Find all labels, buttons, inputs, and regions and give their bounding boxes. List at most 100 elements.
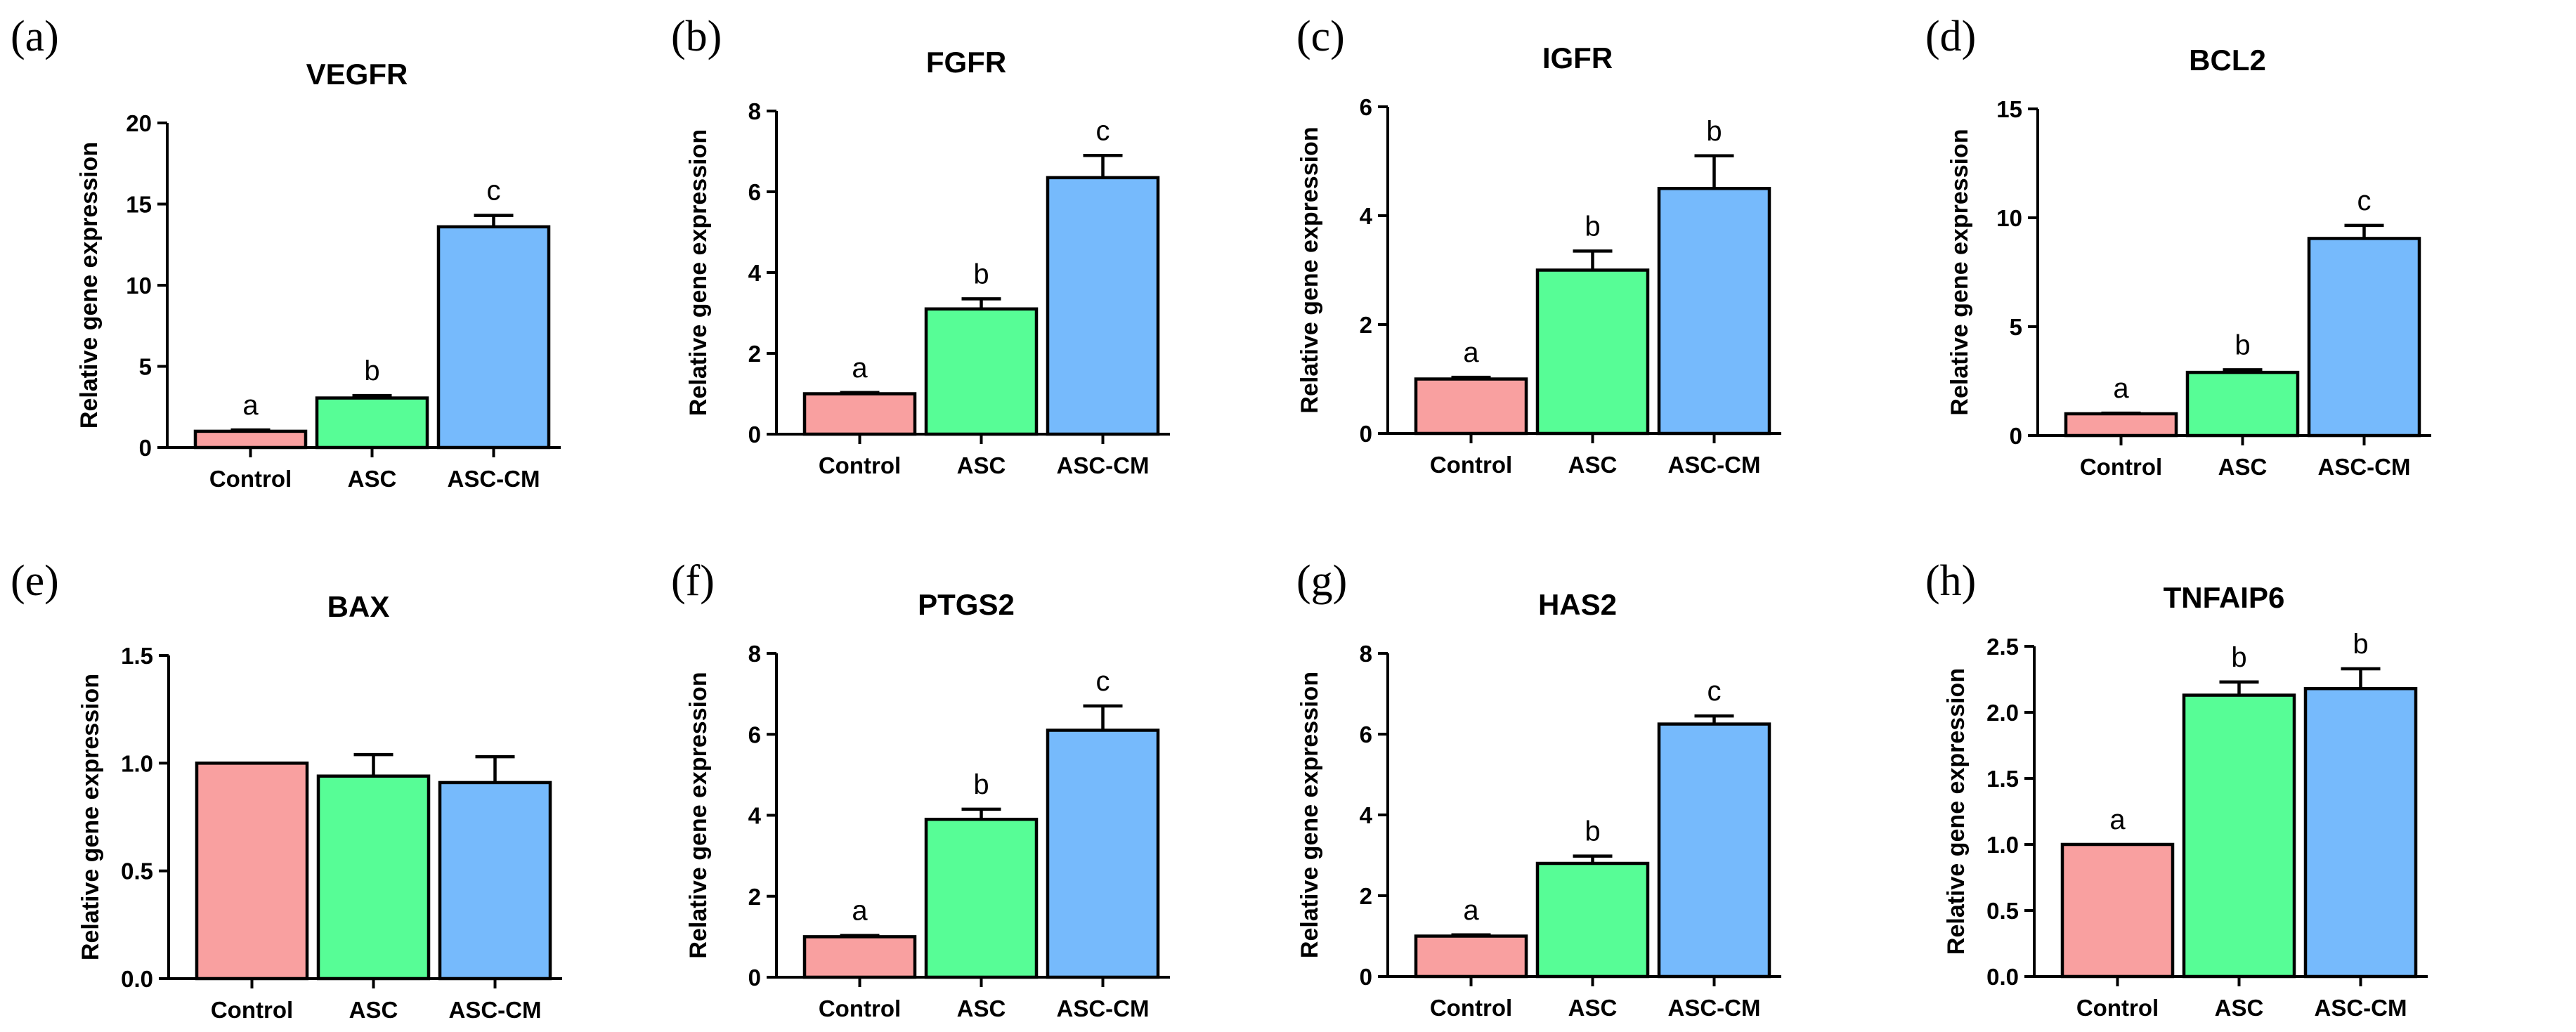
panel-letter: (e) <box>11 557 59 605</box>
y-tick-label: 1.5 <box>121 643 153 669</box>
y-tick-label: 15 <box>1996 96 2022 122</box>
x-category-label: Control <box>1430 995 1512 1021</box>
bar-asc <box>315 396 429 450</box>
y-tick-label: 2.0 <box>1986 700 2019 726</box>
chart-panel-ptgs2: (f) PTGS2 Relative gene expression 0 2 4 6 8 Con… <box>671 557 1170 1021</box>
significance-label: a <box>852 896 868 927</box>
y-tick-label: 0 <box>2010 423 2022 449</box>
bar-asc <box>924 818 1039 979</box>
chart-panel-vegfr: (a) VEGFR Relative gene expression 0 5 10 15 20… <box>11 13 561 492</box>
chart-panel-bax: (e) BAX Relative gene expression 0.0 0.5 1.0 1… <box>11 557 562 1023</box>
y-tick-label: 4 <box>1360 802 1373 828</box>
chart-title: IGFR <box>1542 41 1613 74</box>
significance-label: a <box>852 353 868 384</box>
panel-letter: (g) <box>1296 557 1347 605</box>
y-axis-label: Relative gene expression <box>1946 129 1973 415</box>
chart-title: BAX <box>327 590 390 623</box>
y-tick-label: 4 <box>1360 203 1373 229</box>
bar-asc <box>924 307 1039 436</box>
bar-control <box>1414 934 1528 979</box>
x-category-label: ASC-CM <box>2315 995 2407 1021</box>
chart-title: TNFAIP6 <box>2164 581 2285 614</box>
x-category-label: Control <box>2080 454 2162 480</box>
chart-title: PTGS2 <box>918 588 1015 621</box>
y-tick-label: 4 <box>748 260 762 286</box>
x-category-label: ASC <box>1568 452 1618 478</box>
chart-panel-igfr: (c) IGFR Relative gene expression 0 2 4 6 Contr… <box>1296 13 1781 478</box>
y-tick-label: 2.5 <box>1986 634 2019 660</box>
significance-label: a <box>242 390 259 421</box>
chart-panel-has2: (g) HAS2 Relative gene expression 0 2 4 6 8 Cont… <box>1296 557 1781 1021</box>
y-tick-label: 5 <box>2010 314 2022 340</box>
bar-asc-cm <box>2303 686 2418 979</box>
significance-label: b <box>2235 329 2250 360</box>
bar-control <box>195 762 309 981</box>
x-category-label: ASC <box>957 452 1006 478</box>
y-tick-label: 1.0 <box>1986 832 2019 858</box>
significance-label: a <box>1463 337 1479 368</box>
y-tick-label: 0.5 <box>121 858 153 884</box>
chart-panel-fgfr: (b) FGFR Relative gene expression 0 2 4 6 8 Cont… <box>671 13 1170 478</box>
panel-letter: (c) <box>1296 13 1345 60</box>
y-axis-label: Relative gene expression <box>1296 126 1323 413</box>
significance-label: b <box>364 355 379 386</box>
y-tick-label: 2 <box>1360 312 1372 338</box>
chart-panel-bcl2: (d) BCL2 Relative gene expression 0 5 10 15 Con… <box>1925 13 2431 480</box>
x-category-label: Control <box>819 452 901 478</box>
significance-label: a <box>2113 373 2129 404</box>
x-category-label: ASC-CM <box>2318 454 2411 480</box>
bar-asc-cm <box>436 225 551 450</box>
y-tick-label: 4 <box>748 803 762 829</box>
bar-asc-cm <box>438 780 552 981</box>
significance-label: b <box>2231 642 2246 673</box>
chart-title: BCL2 <box>2189 44 2266 77</box>
y-tick-label: 1.0 <box>121 750 153 776</box>
significance-label: c <box>1707 676 1722 707</box>
significance-label: b <box>1585 211 1600 242</box>
bar-control <box>193 429 308 450</box>
x-category-label: ASC <box>1568 995 1618 1021</box>
chart-title: HAS2 <box>1538 588 1617 621</box>
bar-asc <box>1535 861 1650 979</box>
significance-label: b <box>1706 116 1722 147</box>
significance-label: b <box>973 769 989 800</box>
y-tick-label: 0.5 <box>1986 898 2019 924</box>
x-category-label: Control <box>2076 995 2159 1021</box>
y-tick-label: 6 <box>748 179 761 205</box>
panel-letter: (a) <box>11 13 59 60</box>
chart-title: FGFR <box>926 46 1006 79</box>
x-category-label: Control <box>819 995 901 1021</box>
significance-label: c <box>1096 115 1110 146</box>
bar-control <box>802 392 917 436</box>
x-category-label: Control <box>209 466 292 492</box>
y-tick-label: 1.5 <box>1986 766 2019 792</box>
x-category-label: ASC-CM <box>1668 995 1761 1021</box>
y-tick-label: 0 <box>1360 421 1372 447</box>
significance-label: b <box>2353 629 2368 660</box>
y-axis-label: Relative gene expression <box>1296 672 1323 958</box>
y-tick-label: 0 <box>139 435 152 461</box>
y-axis-label: Relative gene expression <box>685 672 712 958</box>
y-tick-label: 0.0 <box>1986 964 2019 990</box>
y-tick-label: 0 <box>748 422 761 448</box>
y-tick-label: 5 <box>139 354 152 380</box>
bar-asc-cm <box>1046 729 1160 979</box>
bar-asc <box>1535 268 1650 436</box>
panel-letter: (f) <box>671 557 715 605</box>
y-axis-label: Relative gene expression <box>76 142 103 429</box>
bar-asc-cm <box>2307 237 2421 438</box>
x-category-label: ASC <box>2215 995 2264 1021</box>
bar-asc <box>2185 370 2300 438</box>
y-tick-label: 2 <box>748 884 761 910</box>
bar-control <box>2060 842 2175 979</box>
y-axis-label: Relative gene expression <box>685 129 712 416</box>
y-tick-label: 0 <box>1360 964 1372 990</box>
y-tick-label: 8 <box>748 98 761 124</box>
y-tick-label: 8 <box>748 641 761 667</box>
x-category-label: ASC <box>349 997 398 1023</box>
bar-control <box>1414 377 1528 436</box>
y-tick-label: 15 <box>126 192 152 218</box>
panel-letter: (d) <box>1925 13 1976 60</box>
y-tick-label: 0.0 <box>121 966 153 992</box>
